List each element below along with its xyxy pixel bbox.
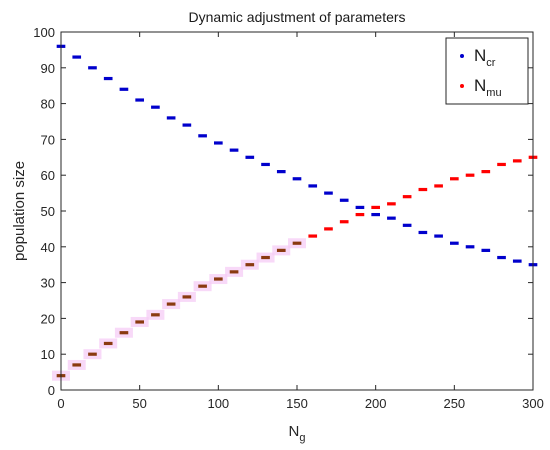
legend-marker-n-mu: [460, 84, 464, 88]
legend-label-n-cr-sub: cr: [486, 57, 496, 69]
data-point: [261, 255, 270, 260]
data-point: [371, 205, 380, 210]
data-point: [497, 255, 506, 260]
data-point: [166, 116, 176, 120]
legend-box: [445, 37, 529, 105]
data-point: [324, 191, 333, 195]
y-axis-ticks: 0 10 20 30 40 50 60 70 80 90 100: [33, 25, 533, 398]
data-point: [402, 223, 412, 227]
data-point: [276, 248, 286, 252]
series-layer: [52, 44, 538, 381]
data-point: [402, 195, 412, 199]
data-point: [166, 302, 176, 306]
data-point: [324, 227, 333, 231]
data-point: [198, 284, 207, 288]
legend-entry-n-cr: Ncr: [474, 46, 496, 69]
data-point: [481, 170, 491, 174]
plot-frame: [60, 31, 534, 391]
data-point: [72, 363, 82, 367]
y-tick-label: 80: [41, 97, 55, 112]
x-axis-label-main: N: [289, 423, 300, 440]
data-point: [88, 66, 97, 70]
data-point: [182, 123, 192, 127]
data-point: [450, 177, 459, 181]
data-point: [214, 277, 223, 281]
y-tick-label: 100: [33, 25, 55, 40]
data-point: [308, 184, 318, 188]
legend-entry-n-mu: Nmu: [474, 76, 502, 99]
x-tick-label: 250: [443, 396, 465, 411]
data-point: [450, 241, 459, 245]
legend-marker-n-cr: [460, 54, 464, 58]
y-axis-label: population size: [11, 161, 28, 261]
data-point: [261, 162, 270, 167]
data-point: [418, 230, 428, 235]
data-point: [276, 170, 286, 174]
y-tick-label: 30: [41, 276, 55, 291]
data-point: [135, 320, 144, 324]
data-point: [103, 341, 113, 346]
data-point: [214, 141, 223, 145]
data-point: [245, 155, 255, 159]
y-tick-label: 0: [48, 383, 55, 398]
legend-label-n-mu-sub: mu: [486, 87, 501, 99]
data-point: [151, 313, 160, 317]
x-tick-label: 50: [132, 396, 146, 411]
y-tick-label: 50: [41, 204, 55, 219]
data-point: [151, 105, 160, 109]
data-point: [103, 76, 113, 81]
x-axis-label-sub: g: [299, 432, 305, 444]
data-point: [88, 352, 97, 356]
x-axis-ticks: 0 50 100 150 200 250 300: [57, 32, 544, 411]
x-tick-label: 100: [207, 396, 229, 411]
data-point: [198, 134, 207, 138]
x-tick-label: 300: [522, 396, 544, 411]
data-point: [135, 98, 144, 102]
data-point: [182, 295, 192, 299]
data-point: [229, 270, 239, 274]
x-tick-label: 0: [57, 396, 64, 411]
data-point: [387, 202, 396, 206]
data-point: [465, 173, 475, 177]
data-point: [497, 162, 506, 167]
data-point: [229, 148, 239, 152]
legend-label-n-mu-main: N: [474, 76, 486, 95]
chart-title: Dynamic adjustment of parameters: [188, 9, 405, 25]
data-point: [119, 87, 129, 91]
legend: Ncr Nmu: [445, 37, 529, 105]
data-point: [355, 205, 365, 210]
y-tick-label: 40: [41, 240, 55, 255]
y-tick-label: 20: [41, 311, 55, 326]
data-point: [119, 331, 129, 335]
y-tick-label: 60: [41, 168, 55, 183]
data-point: [387, 216, 396, 220]
data-point: [418, 187, 428, 192]
data-point: [339, 198, 349, 202]
data-point: [465, 245, 475, 249]
data-point: [292, 177, 302, 181]
data-point: [355, 212, 365, 217]
y-tick-label: 90: [41, 61, 55, 76]
x-tick-label: 200: [365, 396, 387, 411]
data-point: [292, 241, 302, 245]
data-point: [434, 184, 443, 188]
y-tick-label: 10: [41, 347, 55, 362]
data-point: [308, 234, 318, 238]
data-point: [481, 248, 491, 252]
data-point: [72, 55, 82, 59]
data-point: [245, 263, 255, 267]
legend-label-n-cr-main: N: [474, 46, 486, 65]
x-tick-label: 150: [286, 396, 308, 411]
data-point: [512, 159, 522, 163]
data-point: [371, 212, 380, 217]
y-tick-label: 70: [41, 132, 55, 147]
data-point: [512, 259, 522, 263]
data-point: [434, 234, 443, 238]
x-axis-label: Ng: [289, 423, 306, 444]
data-point: [339, 220, 349, 224]
